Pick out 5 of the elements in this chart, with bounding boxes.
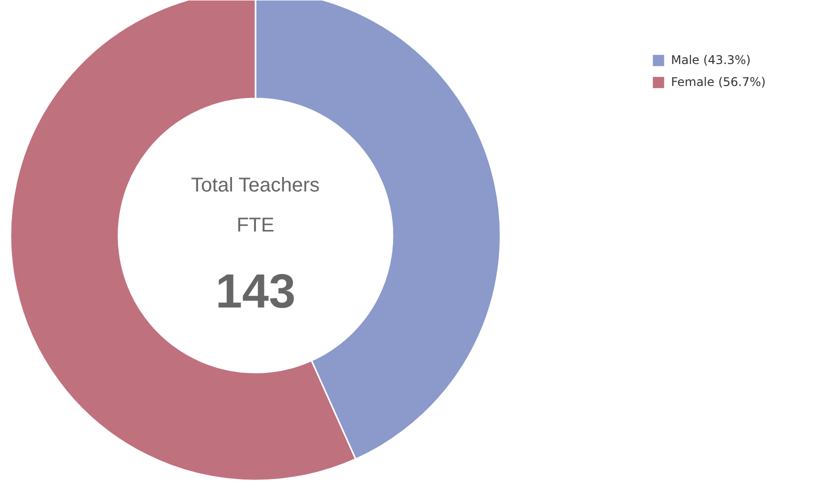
text: Total Teachers xyxy=(191,174,320,196)
legend-label: Female (56.7%) xyxy=(671,75,766,89)
text: FTE xyxy=(236,214,274,236)
text: 143 xyxy=(215,266,296,318)
legend-label: Male (43.3%) xyxy=(671,53,751,67)
